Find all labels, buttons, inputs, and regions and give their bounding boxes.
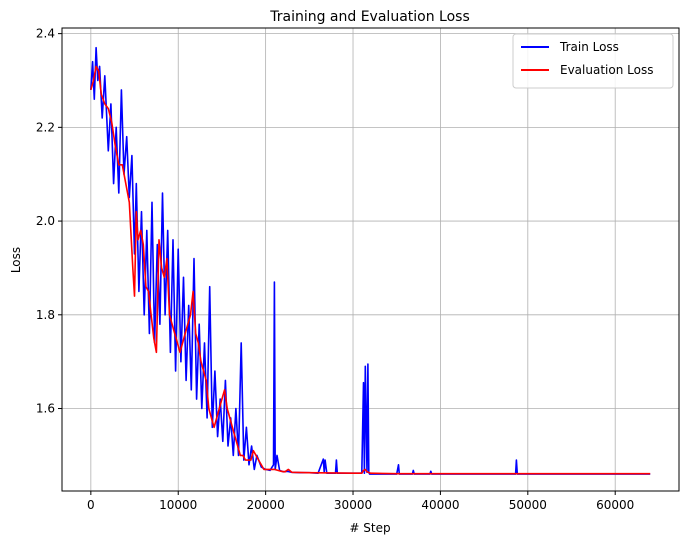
y-tick-label: 1.8: [36, 308, 55, 322]
x-tick-label: 30000: [334, 498, 372, 512]
x-tick-label: 40000: [421, 498, 459, 512]
y-tick-label: 1.6: [36, 402, 55, 416]
series-line-train-loss: [90, 46, 651, 475]
axis-ticks: 0 10000 20000 30000 40000 50000 60000 1.6 1.8 2.0…: [36, 27, 634, 512]
series-line-evaluation-loss: [90, 65, 651, 475]
plot-frame: [61, 27, 680, 492]
series-lines: [90, 46, 651, 475]
x-tick-label: 20000: [247, 498, 285, 512]
legend: Train Loss Evaluation Loss: [512, 33, 674, 89]
legend-label-evaluation-loss: Evaluation Loss: [560, 63, 653, 77]
x-tick-label: 50000: [509, 498, 547, 512]
y-axis-label: Loss: [9, 247, 23, 273]
x-tick-label: 60000: [596, 498, 634, 512]
legend-label-train-loss: Train Loss: [559, 40, 619, 54]
chart-title: Training and Evaluation Loss: [269, 9, 470, 25]
y-tick-label: 2.4: [36, 27, 55, 41]
y-tick-label: 2.0: [36, 214, 55, 228]
x-tick-label: 10000: [159, 498, 197, 512]
legend-box: [512, 33, 674, 89]
x-axis-label: # Step: [349, 521, 390, 535]
x-tick-label: 0: [87, 498, 95, 512]
y-tick-label: 2.2: [36, 120, 55, 134]
